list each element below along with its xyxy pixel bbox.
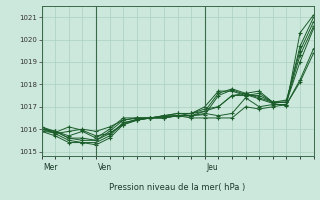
Text: Jeu: Jeu (207, 163, 219, 172)
Text: Ven: Ven (98, 163, 112, 172)
Text: Pression niveau de la mer( hPa ): Pression niveau de la mer( hPa ) (109, 183, 246, 192)
Text: Mer: Mer (44, 163, 58, 172)
